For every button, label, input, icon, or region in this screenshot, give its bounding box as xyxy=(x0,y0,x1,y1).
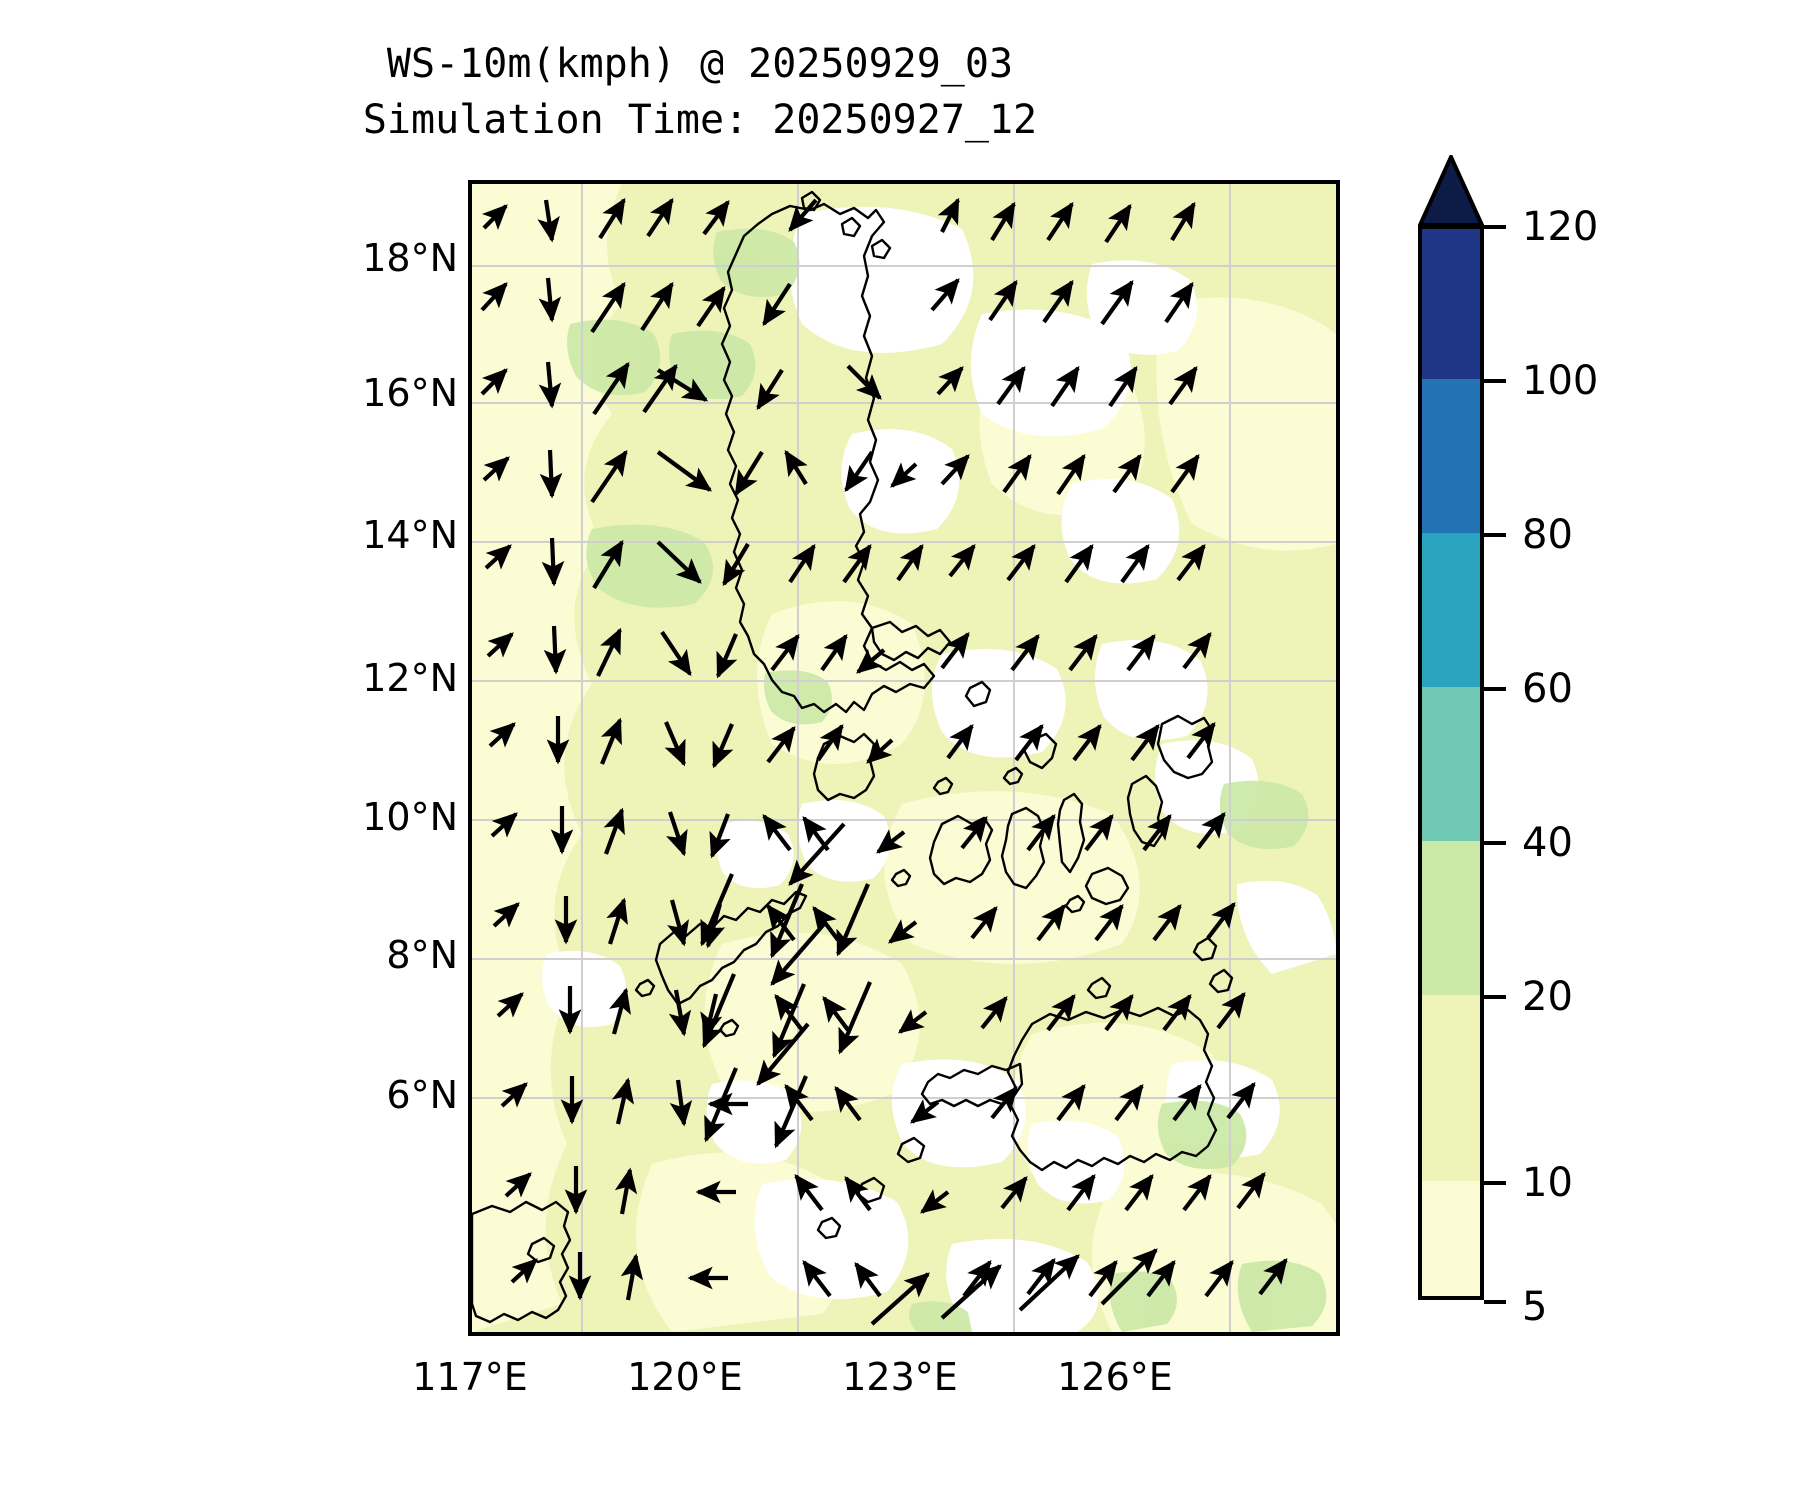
colorbar-label-100: 100 xyxy=(1522,358,1599,404)
ytick-label-12n: 12°N xyxy=(362,656,458,700)
colorbar-extend-arrow xyxy=(1418,155,1484,227)
xtick-label-126e: 126°E xyxy=(1057,1355,1173,1399)
coastline-masbate xyxy=(1022,732,1058,770)
colorbar-tick-120 xyxy=(1484,225,1506,229)
colorbar-label-40: 40 xyxy=(1522,820,1573,866)
title-line-variable: WS-10m(kmph) @ 20250929_03 xyxy=(386,41,1014,87)
colorbar[interactable]: 120 100 80 60 40 20 10 5 xyxy=(1418,155,1738,1330)
colorbar-segment-20-40 xyxy=(1418,841,1484,995)
colorbar-gradient xyxy=(1418,225,1484,1365)
coastline-catanduanes xyxy=(964,680,992,708)
ytick-label-8n: 8°N xyxy=(386,933,458,977)
colorbar-tick-40 xyxy=(1484,841,1506,845)
colorbar-tick-10 xyxy=(1484,1181,1506,1185)
colorbar-tick-60 xyxy=(1484,687,1506,691)
colorbar-segment-60-80 xyxy=(1418,533,1484,687)
wind-vector-field xyxy=(480,197,1288,1326)
map-svg xyxy=(472,184,1336,1332)
coastline-sulu-3 xyxy=(816,1216,842,1240)
coastline-sabah-islets xyxy=(526,1236,556,1264)
ytick-label-18n: 18°N xyxy=(362,236,458,280)
colorbar-tick-5 xyxy=(1484,1300,1506,1304)
ytick-label-6n: 6°N xyxy=(386,1073,458,1117)
coastline-babuyan-1 xyxy=(840,216,862,238)
ytick-label-10n: 10°N xyxy=(362,795,458,839)
xtick-label-120e: 120°E xyxy=(627,1355,743,1399)
colorbar-segment-100-120 xyxy=(1418,225,1484,379)
colorbar-tick-80 xyxy=(1484,533,1506,537)
xtick-label-123e: 123°E xyxy=(842,1355,958,1399)
coastline-islet-a xyxy=(1002,766,1024,786)
coastline-islet-e xyxy=(634,978,656,998)
coastline-babuyan-2 xyxy=(870,238,892,260)
colorbar-label-120: 120 xyxy=(1522,204,1599,250)
colorbar-label-10: 10 xyxy=(1522,1160,1573,1206)
ytick-label-14n: 14°N xyxy=(362,513,458,557)
colorbar-tick-20 xyxy=(1484,995,1506,999)
figure-title: WS-10m(kmph) @ 20250929_03 Simulation Ti… xyxy=(0,36,1400,148)
coastline-siquijor xyxy=(1064,894,1086,914)
coastline-borneo xyxy=(472,1200,572,1324)
coastline-islet-c xyxy=(890,868,912,888)
colorbar-segment-10-20 xyxy=(1418,995,1484,1181)
map-plot-area[interactable] xyxy=(468,180,1340,1336)
colorbar-segment-40-60 xyxy=(1418,687,1484,841)
coastline-cebu xyxy=(1056,792,1086,874)
coastline-mindoro xyxy=(812,732,876,802)
coastline-bohol xyxy=(1084,866,1130,906)
coastline-luzon xyxy=(720,202,936,714)
colorbar-label-60: 60 xyxy=(1522,666,1573,712)
coastline-camiguin xyxy=(1086,976,1112,1000)
colorbar-label-80: 80 xyxy=(1522,512,1573,558)
coastline-sulu-1 xyxy=(896,1136,926,1164)
ytick-label-16n: 16°N xyxy=(362,371,458,415)
colorbar-segment-80-100 xyxy=(1418,379,1484,533)
colorbar-label-5: 5 xyxy=(1522,1284,1548,1330)
title-line-simulation-time: Simulation Time: 20250927_12 xyxy=(362,97,1038,143)
colorbar-segment-5-10 xyxy=(1418,1181,1484,1300)
colorbar-label-20: 20 xyxy=(1522,974,1573,1020)
coastline-siargao xyxy=(1208,968,1234,994)
coastline-mindanao xyxy=(1006,1006,1218,1172)
colorbar-tick-100 xyxy=(1484,379,1506,383)
coastline-islet-b xyxy=(932,776,954,796)
xtick-label-117e: 117°E xyxy=(412,1355,528,1399)
coastline-bicol xyxy=(870,620,952,662)
